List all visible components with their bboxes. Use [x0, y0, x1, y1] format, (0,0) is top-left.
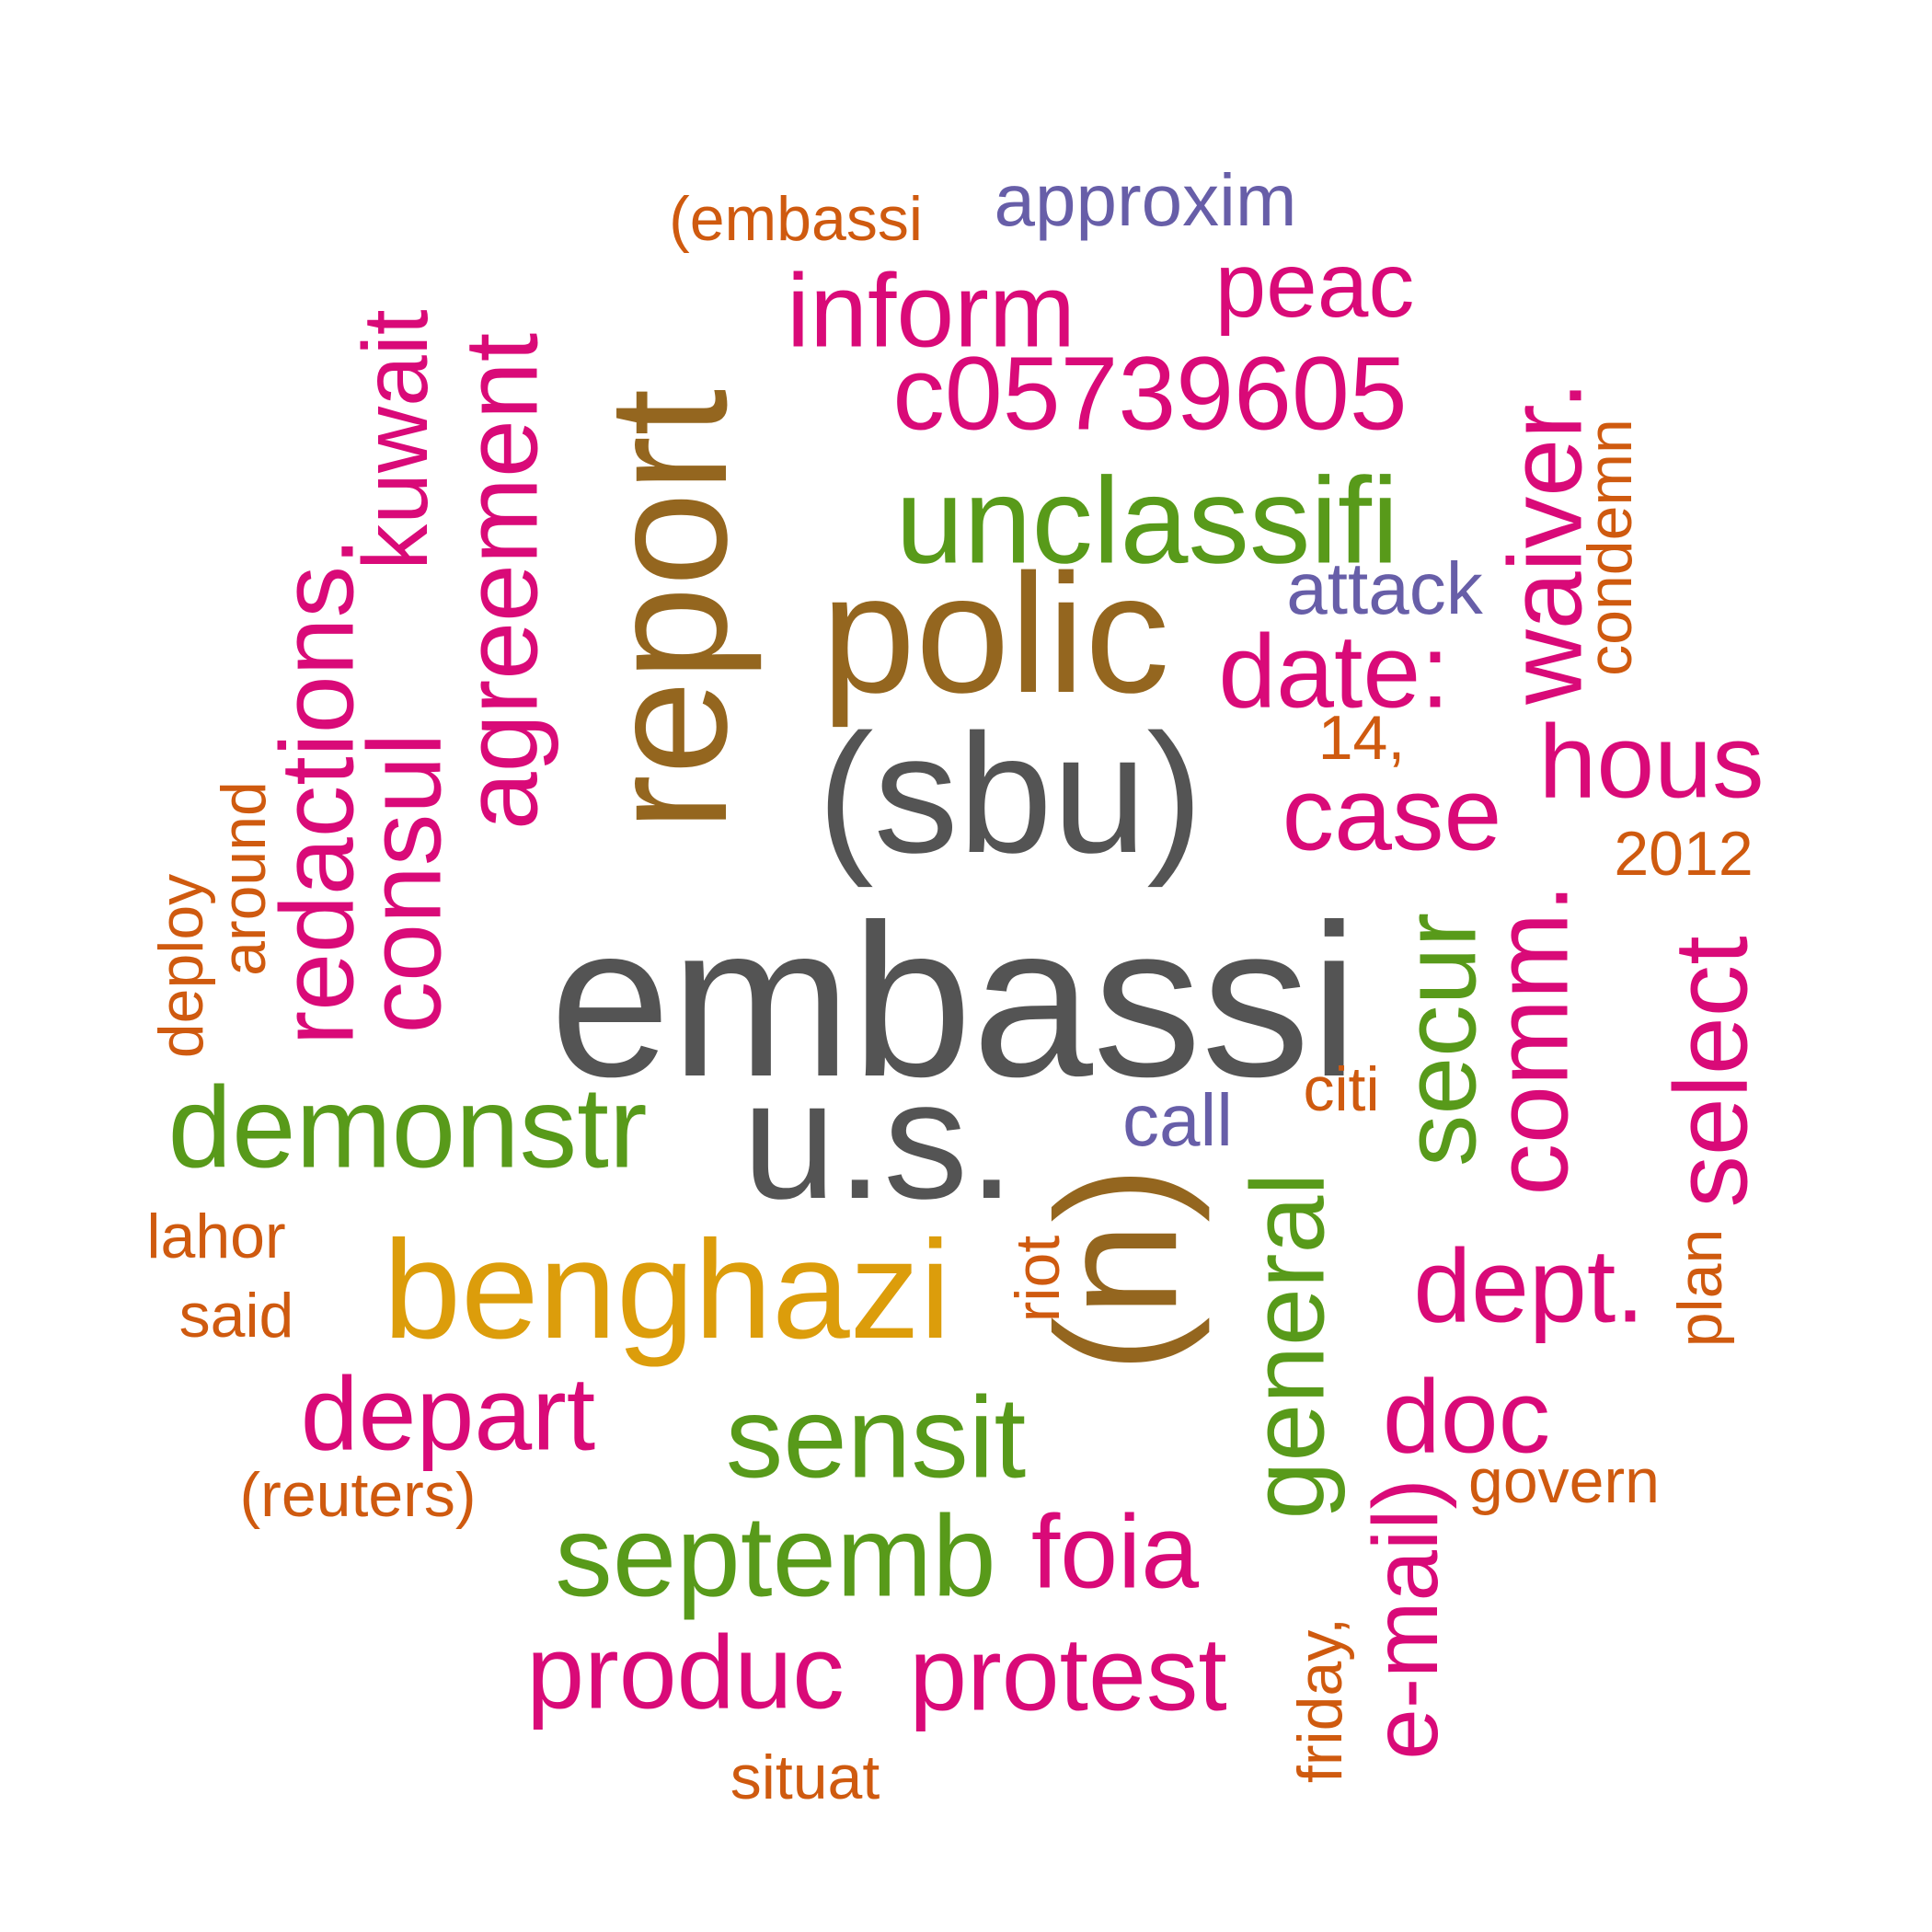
word-us: u.s.: [742, 1044, 1016, 1234]
word-septemb: septemb: [555, 1492, 996, 1621]
word-demonstr: demonstr: [167, 1064, 648, 1192]
word-report: report: [572, 388, 762, 832]
word-email: e-mail): [1354, 1478, 1457, 1760]
word-produc: produc: [526, 1614, 845, 1731]
word-depart: depart: [300, 1355, 596, 1472]
word-govern: govern: [1468, 1446, 1660, 1516]
word-dept: dept.: [1413, 1227, 1645, 1344]
word-friday: friday,: [1285, 1616, 1355, 1784]
word-lahor: lahor: [146, 1202, 286, 1271]
word-attack: attack: [1286, 547, 1483, 629]
word-select: select: [1652, 936, 1769, 1208]
word-unclassifi: unclassifi: [895, 453, 1399, 590]
word-approxim: approxim: [994, 159, 1297, 241]
word-general: general: [1229, 1172, 1346, 1520]
word-condemn: condemn: [1575, 419, 1645, 676]
word-around: around: [209, 781, 279, 976]
word-protest: protest: [909, 1616, 1227, 1732]
word-comm: comm.: [1473, 883, 1590, 1196]
word-case: case: [1282, 755, 1502, 872]
word-hous: hous: [1538, 703, 1765, 820]
word-14: 14,: [1317, 703, 1406, 773]
word-sensit: sensit: [725, 1374, 1027, 1502]
word-agreement: agreement: [443, 332, 559, 831]
word-consul: consul: [346, 732, 463, 1034]
word-peac: peac: [1214, 234, 1415, 337]
word-embassi-paren: (embassi: [669, 184, 923, 254]
word-c05739605: c05739605: [892, 335, 1408, 452]
word-reuters: (reuters): [239, 1460, 477, 1530]
word-sbu: (sbu): [817, 698, 1203, 888]
word-u-paren: (u): [1051, 1166, 1240, 1374]
word-plan: plan: [1665, 1228, 1735, 1348]
word-doc: doc: [1382, 1358, 1551, 1475]
word-kuwait: kuwait: [344, 309, 447, 570]
word-foia: foia: [1030, 1493, 1200, 1610]
word-inform: inform: [787, 252, 1075, 369]
word-situat: situat: [730, 1742, 880, 1812]
word-benghazi: benghazi: [383, 1212, 951, 1368]
word-said: said: [178, 1281, 294, 1351]
word-polic: polic: [821, 538, 1170, 728]
word-deploy: deploy: [146, 873, 216, 1059]
word-embassi: embassi: [549, 880, 1359, 1122]
word-call: call: [1121, 1079, 1234, 1161]
word-date: date:: [1218, 613, 1450, 730]
word-2012: 2012: [1614, 819, 1754, 889]
word-citi: citi: [1303, 1054, 1380, 1124]
